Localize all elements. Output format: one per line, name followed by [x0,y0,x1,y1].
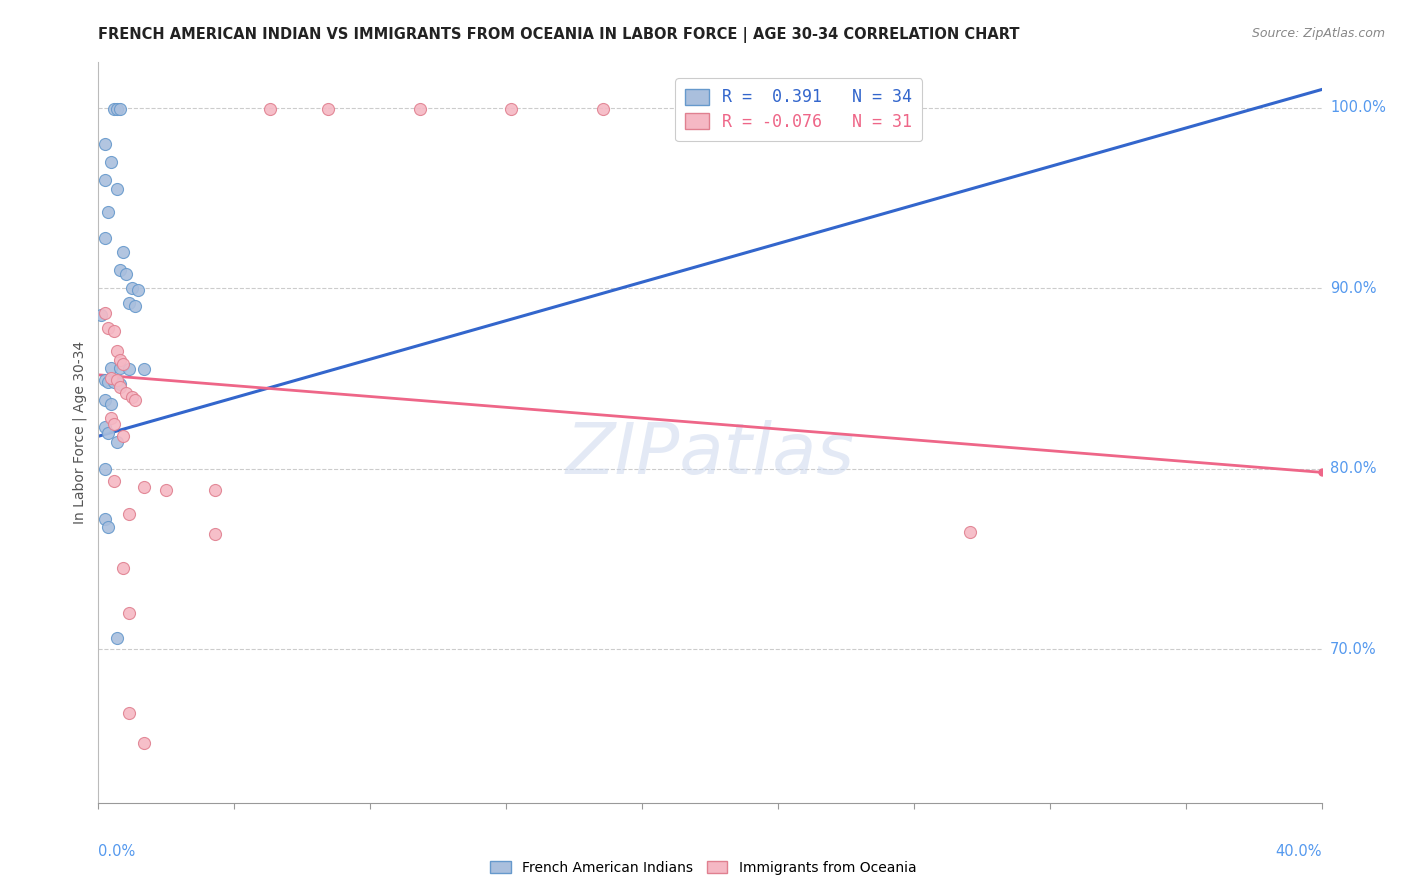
Point [108,360,131,375]
Point [103,375,125,389]
Point [100,371,122,385]
Point [121,390,143,404]
Point [93,393,115,408]
Point [134,362,156,376]
Text: 40.0%: 40.0% [1275,844,1322,858]
Point [93,173,115,187]
Point [108,353,131,368]
Point [118,706,141,720]
Text: 90.0%: 90.0% [1330,281,1376,295]
Point [97,375,120,389]
Point [100,397,122,411]
Point [100,360,122,375]
Point [316,103,339,117]
Point [103,417,125,431]
Y-axis label: In Labor Force | Age 30-34: In Labor Force | Age 30-34 [73,341,87,524]
Point [108,263,131,277]
Point [93,512,115,526]
Point [259,103,281,117]
Point [93,230,115,244]
Point [103,103,125,117]
Point [124,393,146,408]
Point [97,519,120,533]
Point [108,103,131,117]
Point [204,526,226,541]
Point [127,283,149,297]
Point [105,103,128,117]
Point [501,103,523,117]
Point [118,507,141,521]
Point [97,321,120,335]
Point [118,362,141,376]
Point [105,434,128,449]
Text: 70.0%: 70.0% [1330,642,1376,657]
Point [103,325,125,339]
Point [118,295,141,310]
Legend: R =  0.391   N = 34, R = -0.076   N = 31: R = 0.391 N = 34, R = -0.076 N = 31 [675,78,922,141]
Point [134,736,156,750]
Text: 0.0%: 0.0% [98,844,135,858]
Point [93,306,115,320]
Point [97,205,120,219]
Point [93,420,115,434]
Point [124,299,146,313]
Point [93,461,115,475]
Point [103,475,125,489]
Point [134,480,156,494]
Point [105,344,128,359]
Text: 80.0%: 80.0% [1330,461,1376,476]
Point [155,483,177,498]
Point [90,308,112,322]
Point [108,376,131,391]
Point [111,429,134,443]
Point [592,103,614,117]
Point [100,154,122,169]
Point [108,380,131,394]
Legend: French American Indians, Immigrants from Oceania: French American Indians, Immigrants from… [484,855,922,880]
Point [111,357,134,371]
Point [121,281,143,295]
Point [105,182,128,196]
Point [118,606,141,620]
Text: ZIPatlas: ZIPatlas [565,420,855,490]
Point [97,425,120,440]
Text: 100.0%: 100.0% [1330,100,1386,115]
Point [111,561,134,575]
Text: FRENCH AMERICAN INDIAN VS IMMIGRANTS FROM OCEANIA IN LABOR FORCE | AGE 30-34 COR: FRENCH AMERICAN INDIAN VS IMMIGRANTS FRO… [98,27,1019,43]
Point [204,483,226,498]
Point [111,245,134,260]
Point [105,373,128,387]
Point [115,385,138,400]
Point [408,103,430,117]
Point [105,632,128,646]
Text: Source: ZipAtlas.com: Source: ZipAtlas.com [1251,27,1385,40]
Point [100,411,122,425]
Point [93,373,115,387]
Point [115,267,138,281]
Point [93,136,115,151]
Point [959,524,981,539]
